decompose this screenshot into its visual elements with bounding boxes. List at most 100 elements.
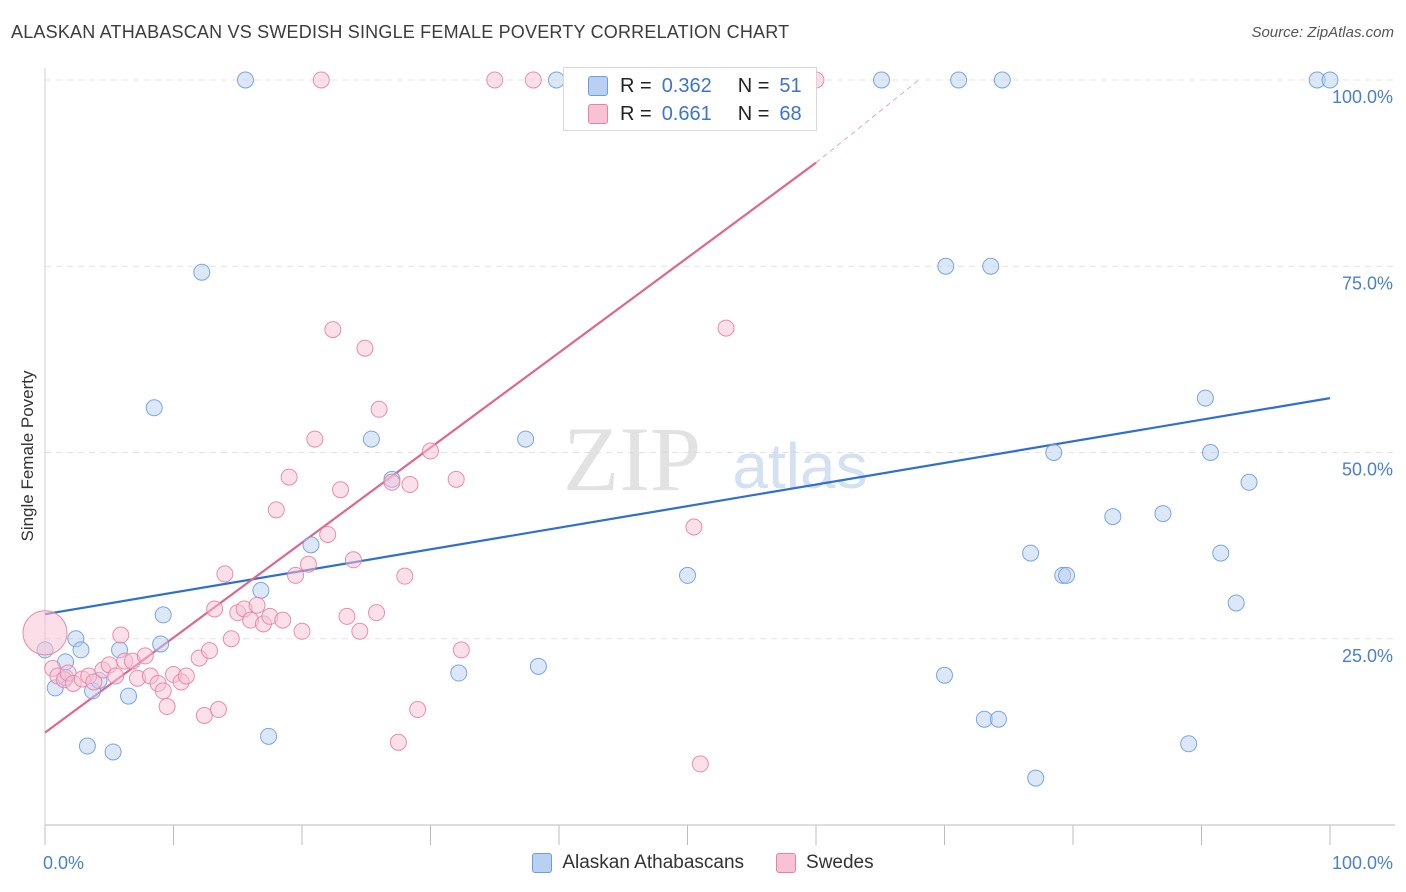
point-athabascan [104, 743, 122, 761]
point-athabascan [152, 635, 170, 653]
point-swedes [422, 442, 439, 460]
point-swedes [717, 319, 735, 337]
point-athabascan [1227, 594, 1245, 612]
point-swedes [299, 555, 317, 573]
watermark: ZIP atlas [563, 408, 868, 510]
source-label: Source: ZipAtlas.com [1251, 24, 1394, 41]
point-athabascan [1022, 544, 1040, 562]
point-swedes [206, 600, 224, 618]
point-swedes [447, 470, 465, 488]
point-athabascan [236, 71, 254, 89]
legend-n-value: 68 [779, 102, 802, 125]
stats-legend: R = 0.362 N = 51 R = 0.661 N = 68 [563, 67, 817, 131]
point-swedes [195, 706, 213, 724]
point-swedes [486, 71, 504, 89]
point-swedes [691, 755, 709, 773]
point-swedes [112, 626, 130, 644]
point-swedes [409, 701, 427, 719]
legend-r-value: 0.661 [661, 102, 712, 125]
gridlines [45, 79, 1395, 640]
legend-item-athabascan[interactable]: Alaskan Athabascans [532, 852, 744, 874]
point-athabascan [989, 710, 1007, 728]
point-swedes [685, 518, 703, 536]
point-swedes [154, 682, 172, 700]
legend-label: Swedes [806, 852, 874, 873]
point-swedes [200, 642, 218, 660]
point-swedes [267, 501, 285, 519]
legend-item-swedes[interactable]: Swedes [776, 852, 874, 874]
legend-swatch-swedes [776, 853, 797, 873]
x-tick-label: 100.0% [1332, 853, 1393, 873]
point-swedes [280, 468, 298, 486]
point-athabascan [302, 536, 320, 554]
point-athabascan [993, 71, 1011, 89]
point-swedes [370, 400, 388, 418]
point-swedes [216, 565, 234, 583]
point-swedes [396, 567, 414, 585]
chart-title: ALASKAN ATHABASCAN VS SWEDISH SINGLE FEM… [11, 22, 790, 42]
legend-row-athabascan: R = 0.362 N = 51 [588, 73, 802, 99]
point-athabascan [937, 257, 955, 275]
point-athabascan [982, 257, 1000, 275]
point-athabascan [1045, 444, 1063, 461]
tick-labels: 100.0% 75.0% 50.0% 25.0% 0.0% 100.0% [43, 87, 1393, 873]
point-swedes [136, 647, 154, 665]
point-athabascan [1154, 505, 1172, 523]
legend-swatch-athabascan [588, 76, 608, 96]
point-athabascan [873, 71, 891, 89]
legend-n-label: N = [737, 74, 770, 97]
legend-row-swedes: R = 0.661 N = 68 [588, 101, 802, 127]
trend-swedes-extension [815, 79, 920, 164]
point-athabascan [154, 606, 172, 624]
y-tick-label: 75.0% [1342, 273, 1393, 293]
point-athabascan [950, 71, 968, 89]
legend-swatch-swedes [588, 104, 608, 124]
legend-swatch-athabascan [532, 853, 553, 873]
point-swedes [401, 476, 419, 494]
watermark-zip: ZIP [563, 408, 701, 510]
x-tick-label: 0.0% [43, 853, 84, 873]
point-swedes [332, 481, 350, 499]
point-swedes [344, 551, 362, 569]
point-athabascan [1201, 444, 1219, 461]
point-athabascan [72, 641, 90, 659]
point-athabascan [78, 737, 96, 755]
point-swedes [158, 698, 176, 716]
point-athabascan [120, 687, 138, 705]
point-swedes [383, 473, 401, 491]
legend-r-label: R = [620, 74, 652, 97]
series-legend: Alaskan Athabascans Swedes [0, 852, 1406, 874]
point-athabascan [1321, 71, 1339, 89]
point-athabascan [1027, 769, 1045, 787]
point-swedes [338, 607, 356, 625]
point-swedes [274, 611, 292, 629]
point-swedes [107, 667, 125, 685]
point-swedes [306, 430, 324, 448]
point-athabascan [1058, 566, 1076, 584]
y-tick-label: 25.0% [1342, 646, 1393, 666]
legend-r-value: 0.362 [661, 74, 712, 97]
point-athabascan [193, 263, 211, 281]
point-swedes [248, 596, 266, 614]
point-athabascan [1240, 473, 1258, 491]
point-swedes [452, 641, 470, 659]
point-athabascan [1180, 735, 1198, 753]
point-athabascan [679, 566, 696, 584]
point-swedes [293, 622, 311, 640]
legend-r-label: R = [620, 102, 652, 125]
point-athabascan [260, 727, 278, 745]
point-swedes [351, 622, 369, 640]
watermark-atlas: atlas [732, 430, 867, 502]
point-swedes [368, 604, 386, 622]
point-swedes [524, 71, 542, 89]
legend-label: Alaskan Athabascans [562, 852, 745, 873]
y-tick-label: 100.0% [1332, 87, 1393, 107]
point-swedes [324, 321, 342, 339]
point-swedes [209, 701, 227, 719]
point-athabascan [529, 657, 547, 675]
legend-n-value: 51 [779, 74, 802, 97]
point-athabascan [252, 581, 270, 599]
point-swedes [287, 566, 305, 584]
point-athabascan [936, 666, 953, 684]
